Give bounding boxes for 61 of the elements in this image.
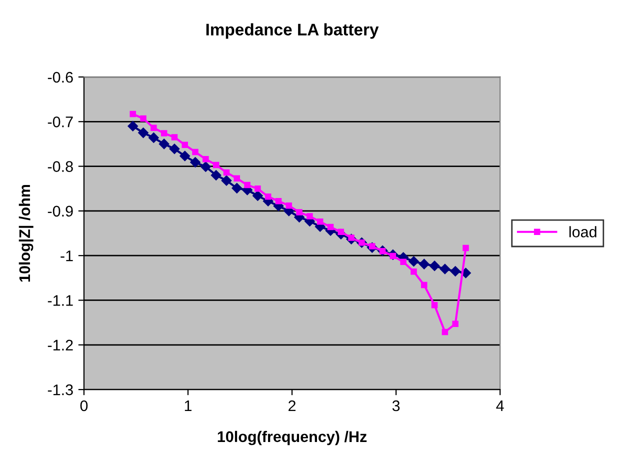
point <box>462 244 469 252</box>
legend-label: load <box>569 226 596 238</box>
point <box>212 162 220 168</box>
x-tick-label: 0 <box>80 400 88 412</box>
point <box>160 130 168 136</box>
y-tick-label: -1.3 <box>48 384 73 396</box>
point <box>327 224 334 230</box>
y-tick-label: -0.9 <box>48 206 73 217</box>
point <box>169 144 180 154</box>
x-axis-title: 10log(frequency) /Hz <box>218 430 367 446</box>
point <box>421 282 428 288</box>
y-tick-label: -1 <box>60 250 73 262</box>
point <box>150 124 157 132</box>
point <box>234 175 240 182</box>
y-tick-label: -0.6 <box>48 72 73 83</box>
x-tick-label: 4 <box>496 400 504 412</box>
point <box>202 156 209 162</box>
point <box>410 268 417 275</box>
point <box>200 162 211 172</box>
point <box>316 218 324 225</box>
y-tick-label: -0.7 <box>48 116 73 128</box>
point <box>221 175 232 186</box>
point <box>232 183 242 194</box>
point <box>452 320 458 328</box>
y-tick-label: -1.1 <box>48 295 73 306</box>
point <box>190 157 200 168</box>
point <box>223 169 230 176</box>
x-tick-label: 1 <box>184 400 192 412</box>
y-axis-title: 10log|Z| /ohm <box>18 184 34 282</box>
x-tick-label: 3 <box>392 400 400 412</box>
point <box>440 264 450 274</box>
point <box>140 115 146 122</box>
point <box>171 134 178 140</box>
chart-title: Impedance LA battery <box>206 23 379 39</box>
point <box>182 142 188 148</box>
point <box>419 258 430 270</box>
point <box>408 256 419 267</box>
point <box>130 110 136 118</box>
point <box>148 132 159 143</box>
point <box>306 213 313 220</box>
point <box>128 120 138 132</box>
point <box>244 182 250 188</box>
point <box>400 258 406 265</box>
point <box>252 190 263 201</box>
point <box>264 194 272 200</box>
point <box>254 185 261 192</box>
point <box>158 138 170 150</box>
point <box>442 328 448 336</box>
y-tick-label: -0.8 <box>48 161 73 172</box>
point <box>210 170 222 180</box>
point <box>192 148 198 156</box>
point <box>275 198 282 204</box>
point <box>296 209 302 216</box>
x-tick-label: 2 <box>288 400 296 412</box>
y-tick-label: -1.2 <box>48 340 73 350</box>
point <box>286 202 292 209</box>
point <box>138 128 148 138</box>
point <box>431 302 438 308</box>
point <box>180 150 190 162</box>
point <box>450 266 460 276</box>
point <box>429 260 440 271</box>
